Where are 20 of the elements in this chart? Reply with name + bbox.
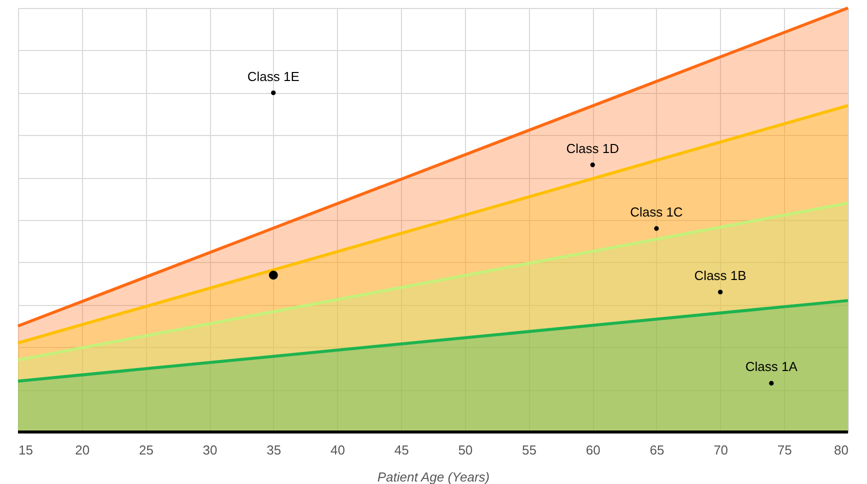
x-tick-label: 70 [714, 442, 728, 458]
annotation: Class 1D [566, 140, 619, 156]
x-tick-label: 55 [522, 442, 537, 458]
x-tick-label: 15 [18, 442, 33, 458]
x-tick-label: 65 [650, 442, 664, 458]
x-tick-label: 40 [330, 442, 345, 458]
x-tick-label: 20 [75, 442, 90, 458]
x-tick-label: 75 [777, 442, 792, 458]
x-tick-label: 30 [202, 442, 218, 458]
annotation: Class 1C [630, 204, 683, 220]
x-tick-label: 35 [266, 442, 282, 458]
x-tick-label: 60 [586, 442, 600, 458]
x-axis-title: Patient Age (Years) [377, 470, 490, 484]
x-tick-label: 25 [138, 442, 154, 458]
annotation: Class 1B [694, 268, 746, 284]
annotation: Class 1E [247, 68, 300, 84]
x-tick-label: 50 [458, 442, 473, 458]
x-tick-label: 45 [394, 442, 409, 458]
annotation: Class 1A [745, 359, 798, 374]
x-tick-label: 80 [834, 442, 848, 458]
